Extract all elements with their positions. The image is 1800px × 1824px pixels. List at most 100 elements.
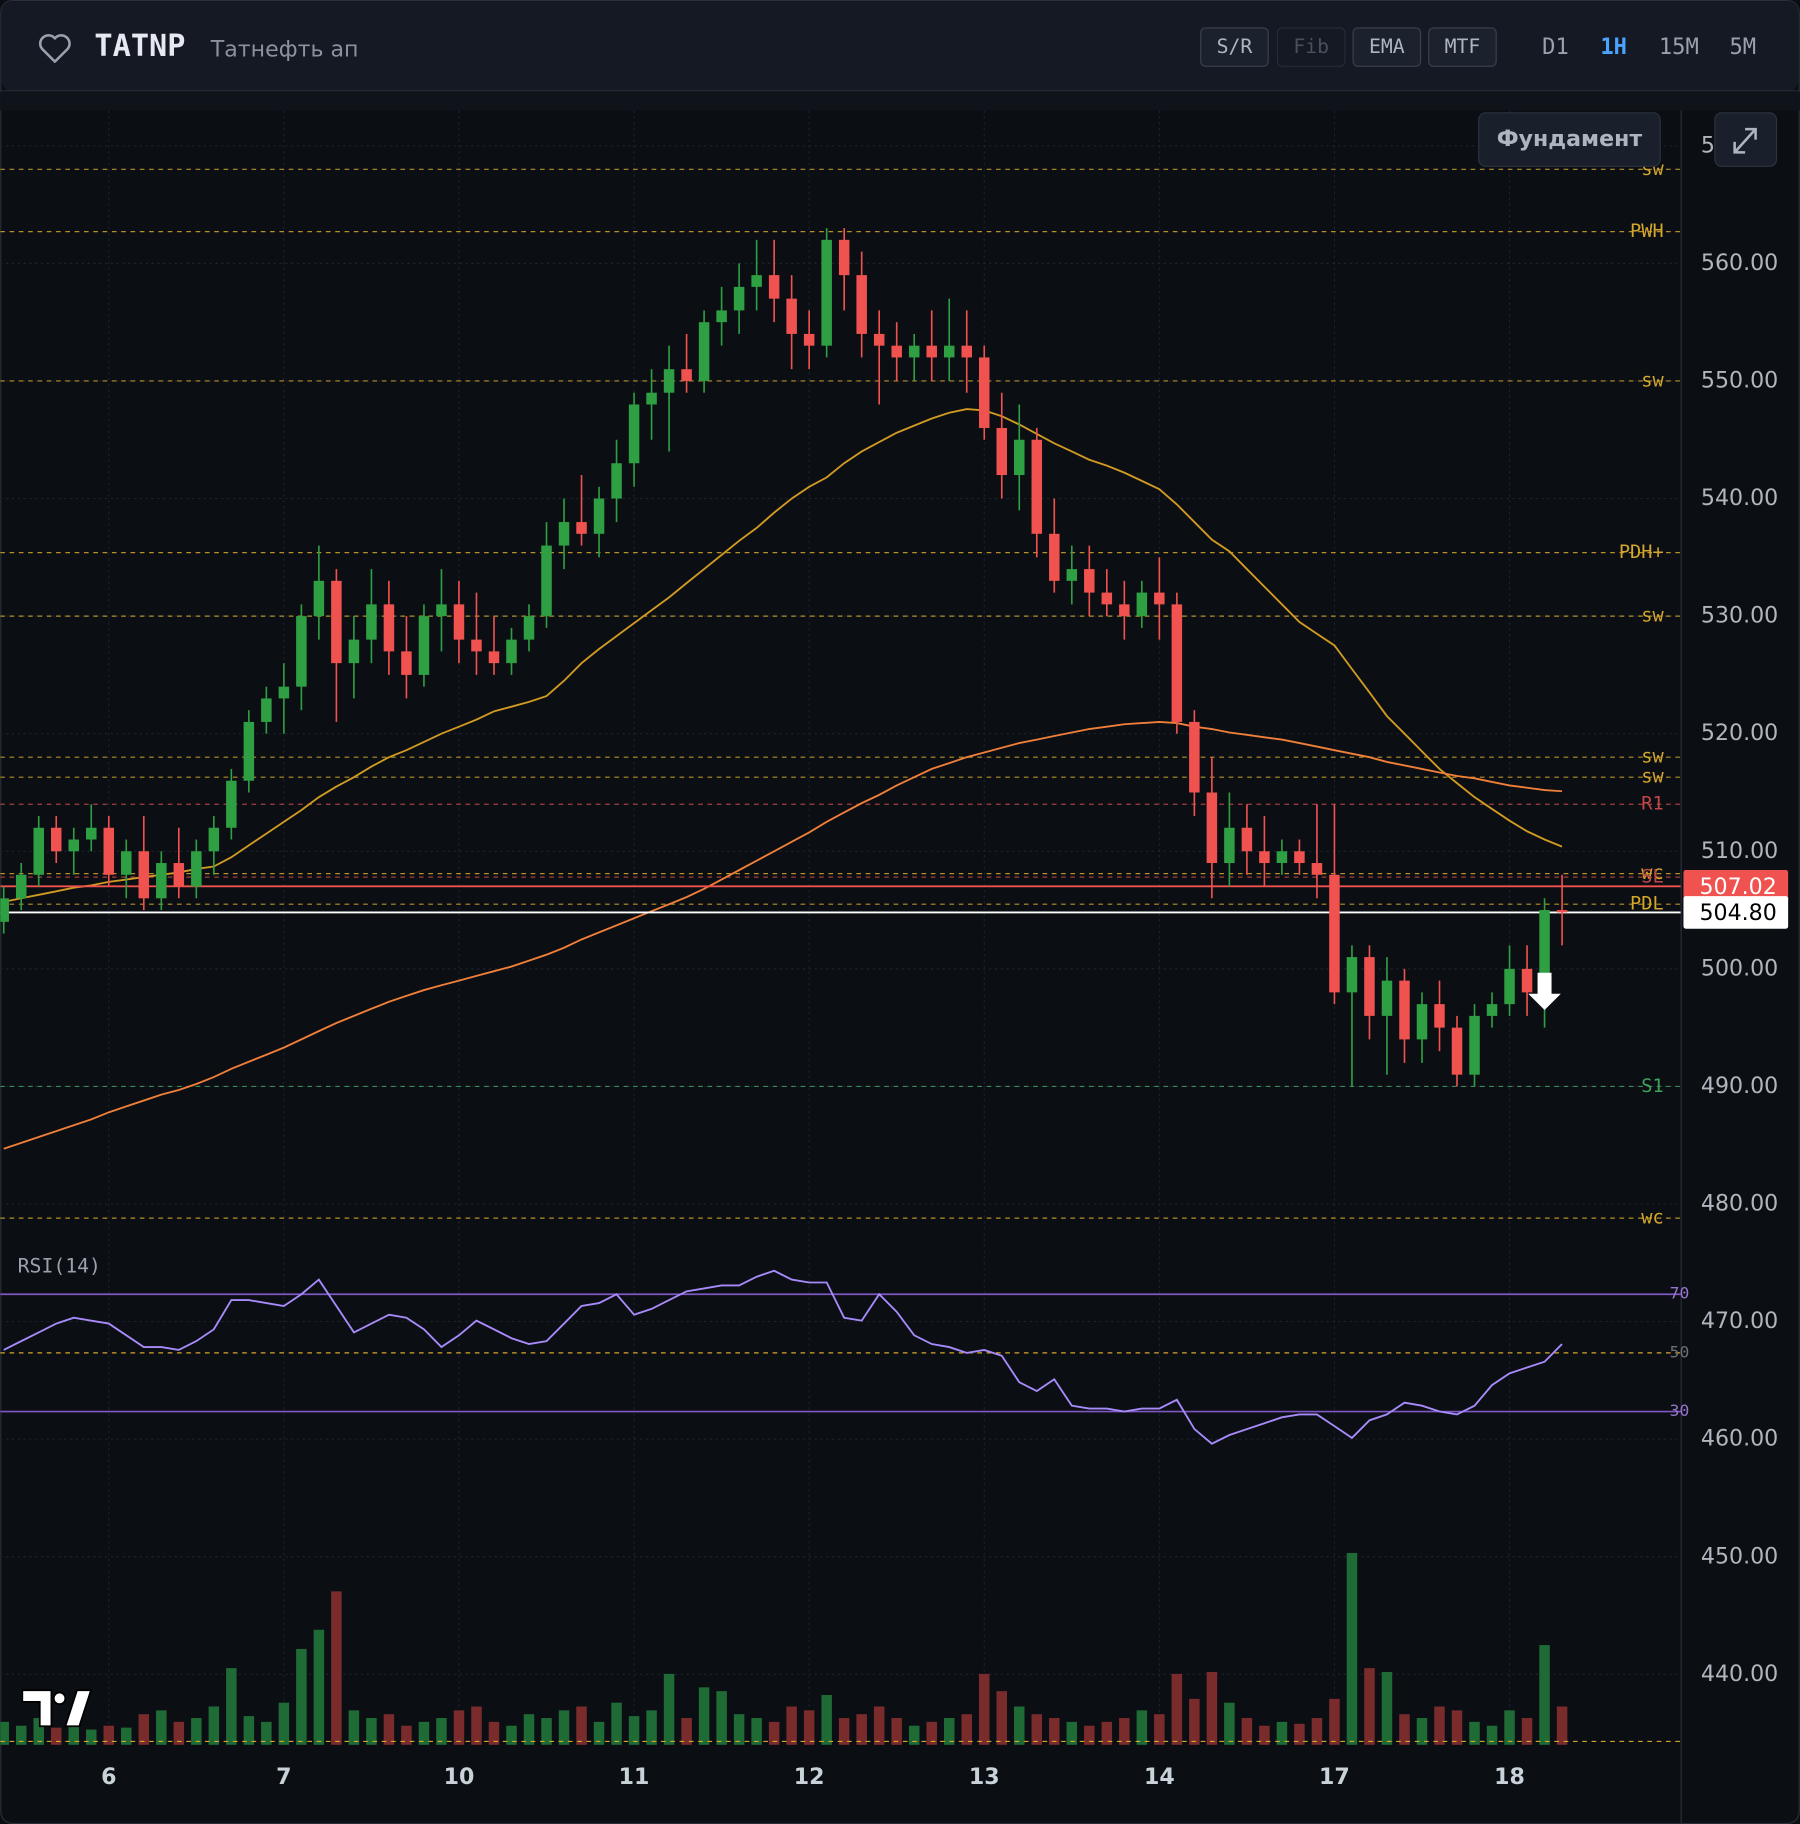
y-tick-label: 510.00 bbox=[1701, 838, 1778, 864]
level-label: SL bbox=[1641, 867, 1663, 888]
volume-bar bbox=[1539, 1645, 1550, 1745]
volume-bar bbox=[873, 1706, 885, 1745]
candle-body bbox=[50, 827, 62, 852]
candle-body bbox=[1364, 957, 1375, 1016]
volume-bar bbox=[1486, 1725, 1498, 1745]
candle-body bbox=[86, 827, 97, 840]
x-tick-label: 13 bbox=[969, 1764, 1000, 1790]
candle-body bbox=[436, 604, 447, 617]
candle-body bbox=[628, 404, 640, 464]
volume-bar bbox=[1136, 1710, 1148, 1745]
volume-bar bbox=[1276, 1721, 1288, 1745]
candle-body bbox=[1136, 592, 1148, 617]
candle-body bbox=[1399, 980, 1410, 1040]
rsi-line bbox=[3, 1269, 1563, 1445]
candle-body bbox=[191, 851, 202, 887]
candle-body bbox=[698, 322, 710, 381]
volume-bar bbox=[243, 1716, 255, 1745]
candle-body bbox=[891, 345, 902, 358]
volume-bar bbox=[226, 1668, 237, 1745]
candle-body bbox=[961, 345, 972, 358]
timeframe[interactable]: D1 bbox=[1542, 34, 1569, 60]
volume-bar bbox=[996, 1691, 1008, 1745]
candle-body bbox=[611, 463, 622, 499]
tool-button[interactable] bbox=[1352, 27, 1422, 67]
timeframes: D1 1H 15M 5M bbox=[1542, 34, 1756, 60]
volume-bar bbox=[576, 1706, 587, 1745]
candle-body bbox=[821, 239, 832, 346]
volume-bar bbox=[1364, 1668, 1375, 1745]
candle-body bbox=[1224, 827, 1235, 864]
timeframe[interactable]: 15M bbox=[1659, 34, 1699, 60]
candle-body bbox=[1276, 851, 1288, 864]
volume-bar bbox=[698, 1687, 710, 1745]
volume-bar bbox=[681, 1718, 692, 1745]
y-tick-label: 560.00 bbox=[1701, 250, 1778, 276]
x-tick-label: 18 bbox=[1494, 1764, 1525, 1790]
volume-bar bbox=[50, 1727, 62, 1745]
candle-body bbox=[296, 616, 307, 687]
candle-body bbox=[1066, 569, 1078, 581]
tool-button[interactable] bbox=[1276, 27, 1346, 67]
fundamentals-button[interactable] bbox=[1478, 112, 1661, 167]
level-label: PWH bbox=[1630, 221, 1664, 242]
candle-body bbox=[576, 522, 587, 534]
rsi-label: RSI(14) bbox=[18, 1254, 101, 1277]
volume-bar bbox=[978, 1673, 990, 1745]
volume-bar bbox=[191, 1718, 202, 1745]
candle-body bbox=[366, 604, 377, 640]
timeframe[interactable]: 5M bbox=[1729, 34, 1756, 60]
candle-body bbox=[1189, 721, 1200, 793]
volume-bar bbox=[593, 1721, 605, 1745]
volume-bar bbox=[348, 1710, 360, 1745]
candle-body bbox=[1031, 439, 1043, 534]
tool-button[interactable] bbox=[1200, 27, 1269, 67]
volume-bar bbox=[558, 1710, 570, 1745]
y-tick-label: 530.00 bbox=[1701, 603, 1778, 629]
candle-body bbox=[768, 275, 780, 299]
favorite-icon[interactable] bbox=[38, 34, 71, 63]
volume-bar bbox=[68, 1723, 80, 1745]
volume-bar bbox=[313, 1629, 325, 1745]
candle-body bbox=[523, 616, 535, 640]
volume-bar bbox=[1189, 1698, 1200, 1745]
candle-body bbox=[803, 333, 815, 346]
level-label: sw bbox=[1641, 747, 1664, 768]
volume-bar bbox=[278, 1702, 290, 1745]
volume-bar bbox=[103, 1725, 115, 1745]
timeframe[interactable]: 1H bbox=[1600, 34, 1627, 60]
candle-body bbox=[1101, 592, 1113, 605]
tradingview-logo bbox=[21, 1689, 93, 1728]
level-label: sw bbox=[1641, 370, 1664, 391]
volume-bar bbox=[1241, 1718, 1253, 1745]
volume-bar bbox=[1066, 1721, 1078, 1745]
volume-bar bbox=[733, 1714, 745, 1745]
candle-body bbox=[156, 863, 167, 899]
volume-bar bbox=[751, 1718, 762, 1745]
candle-body bbox=[1171, 604, 1183, 722]
y-tick-label: 490.00 bbox=[1701, 1073, 1778, 1099]
candle-body bbox=[1469, 1015, 1480, 1075]
x-tick-label: 14 bbox=[1144, 1764, 1175, 1790]
volume-bar bbox=[768, 1721, 780, 1745]
volume-bar bbox=[1049, 1718, 1060, 1745]
rsi-level-label: 30 bbox=[1670, 1401, 1690, 1420]
volume-bar bbox=[156, 1710, 167, 1745]
volume-bar bbox=[1346, 1552, 1358, 1745]
volume-bar bbox=[1311, 1718, 1323, 1745]
volume-bar bbox=[15, 1725, 27, 1745]
volume-bar bbox=[33, 1718, 44, 1745]
volume-bar bbox=[1171, 1673, 1183, 1745]
volume-bar bbox=[121, 1727, 132, 1745]
volume-bar bbox=[1521, 1718, 1533, 1745]
y-tick-label: 450.00 bbox=[1701, 1543, 1778, 1569]
candle-body bbox=[1486, 1004, 1498, 1016]
volume-bar bbox=[523, 1714, 535, 1745]
candle-body bbox=[1346, 957, 1358, 993]
y-tick-label: 540.00 bbox=[1701, 485, 1778, 511]
candle-body bbox=[1259, 851, 1270, 864]
ema-line bbox=[3, 720, 1563, 1150]
volume-bar bbox=[208, 1706, 220, 1745]
tool-button[interactable] bbox=[1428, 27, 1497, 67]
